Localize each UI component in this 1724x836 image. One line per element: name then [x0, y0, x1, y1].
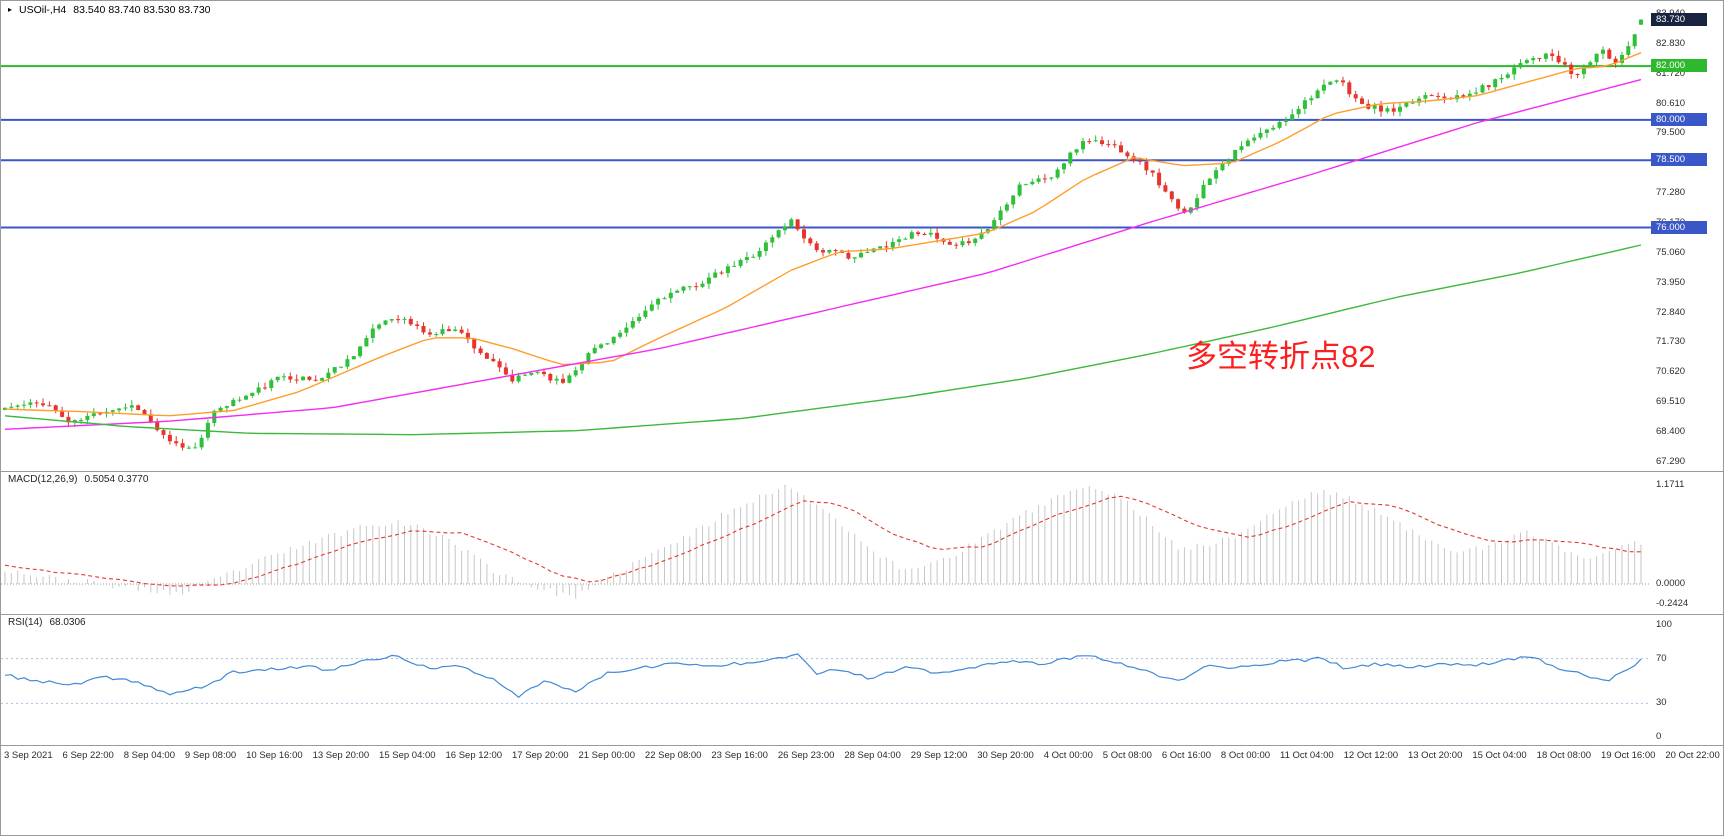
rsi-axis-label: 0 [1656, 730, 1662, 742]
time-axis-label: 30 Sep 20:00 [977, 750, 1034, 761]
price-axis-label: 72.840 [1656, 306, 1686, 318]
price-axis-label: 71.730 [1656, 336, 1686, 348]
rsi-axis-label: 30 [1656, 697, 1667, 709]
level-price-tag: 78.500 [1651, 153, 1707, 167]
time-axis-label: 6 Sep 22:00 [62, 750, 114, 761]
price-axis-label: 70.620 [1656, 366, 1686, 378]
macd-title: MACD(12,26,9) 0.5054 0.3770 [8, 474, 148, 485]
macd-axis-label: -0.2424 [1656, 598, 1689, 610]
price-axis-label: 68.400 [1656, 425, 1686, 437]
time-axis-label: 19 Oct 16:00 [1601, 750, 1656, 761]
ohlc-values: 83.540 83.740 83.530 83.730 [73, 4, 211, 16]
time-axis: 3 Sep 2021 6 Sep 22:00 8 Sep 04:00 9 Sep 08… [1, 746, 1723, 768]
level-price-tag: 76.000 [1651, 220, 1707, 234]
price-axis: 83.94082.83081.72080.61079.50078.39077.2… [1651, 1, 1723, 471]
time-axis-label: 16 Sep 12:00 [445, 750, 503, 761]
macd-values: 0.5054 0.3770 [84, 474, 149, 485]
time-axis-label: 8 Sep 04:00 [123, 750, 175, 761]
price-axis-label: 73.950 [1656, 276, 1686, 288]
rsi-axis: 100 70 30 0 [1651, 615, 1723, 745]
time-axis-label: 15 Oct 04:00 [1472, 750, 1527, 761]
time-axis-label: 10 Sep 16:00 [246, 750, 303, 761]
price-axis-label: 69.510 [1656, 396, 1686, 408]
time-axis-label: 23 Sep 16:00 [711, 750, 768, 761]
time-axis-label: 28 Sep 04:00 [844, 750, 901, 761]
annotation-text: 多空转折点82 [1186, 339, 1376, 374]
time-axis-label: 21 Sep 00:00 [578, 750, 635, 761]
rsi-axis-label: 70 [1656, 652, 1667, 664]
price-axis-label: 79.500 [1656, 127, 1686, 139]
macd-axis-label: 1.1711 [1656, 479, 1685, 491]
macd-axis-label: 0.0000 [1656, 578, 1686, 590]
price-axis-label: 77.280 [1656, 187, 1686, 199]
rsi-pane: 100 70 30 0 RSI(14) 68.0306 [1, 615, 1723, 746]
symbol-period-label: USOil-,H4 [19, 4, 67, 16]
main-chart-pane: 83.94082.83081.72080.61079.50078.39077.2… [1, 1, 1723, 472]
chart-title: ▸ USOil-,H4 83.540 83.740 83.530 83.730 [8, 4, 211, 16]
price-axis-label: 75.060 [1656, 246, 1686, 258]
level-price-tag: 80.000 [1651, 112, 1707, 126]
current-price-tag: 83.730 [1651, 12, 1707, 26]
price-axis-label: 82.830 [1656, 37, 1686, 49]
price-chart-canvas[interactable] [1, 1, 1653, 471]
time-axis-label: 8 Oct 00:00 [1220, 750, 1271, 761]
time-axis-label: 13 Oct 20:00 [1407, 750, 1463, 761]
time-axis-label: 20 Oct 22:00 [1665, 750, 1720, 761]
price-axis-label: 67.290 [1656, 455, 1686, 467]
time-axis-label: 29 Sep 12:00 [910, 750, 968, 761]
time-axis-label: 22 Sep 08:00 [644, 750, 702, 761]
rsi-canvas[interactable] [1, 615, 1653, 745]
time-axis-label: 17 Sep 20:00 [511, 750, 569, 761]
time-axis-label: 11 Oct 04:00 [1279, 750, 1334, 761]
time-axis-label: 4 Oct 00:00 [1043, 750, 1093, 761]
macd-pane: 1.1711 0.0000 -0.2424 MACD(12,26,9) 0.5054… [1, 472, 1723, 615]
level-price-tag: 82.000 [1651, 59, 1707, 73]
time-axis-label: 12 Oct 12:00 [1343, 750, 1399, 761]
macd-label: MACD(12,26,9) [8, 474, 78, 485]
time-axis-label: 18 Oct 08:00 [1536, 750, 1592, 761]
rsi-value: 68.0306 [49, 617, 86, 628]
time-axis-label: 13 Sep 20:00 [312, 750, 370, 761]
time-axis-label: 9 Sep 08:00 [184, 750, 237, 761]
chart-marker-icon: ▸ [8, 5, 13, 14]
rsi-title: RSI(14) 68.0306 [8, 617, 86, 628]
time-axis-label: 5 Oct 08:00 [1102, 750, 1152, 761]
macd-canvas[interactable] [1, 472, 1653, 614]
time-axis-label: 15 Sep 04:00 [379, 750, 436, 761]
time-axis-label: 26 Sep 23:00 [777, 750, 835, 761]
macd-axis: 1.1711 0.0000 -0.2424 [1651, 472, 1723, 614]
rsi-label: RSI(14) [8, 617, 43, 628]
price-axis-label: 80.610 [1656, 97, 1686, 109]
time-axis-label: 3 Sep 2021 [4, 750, 53, 761]
price-axis-label: 81.720 [1656, 67, 1686, 79]
rsi-axis-label: 100 [1656, 618, 1672, 630]
time-axis-label: 6 Oct 16:00 [1161, 750, 1211, 761]
